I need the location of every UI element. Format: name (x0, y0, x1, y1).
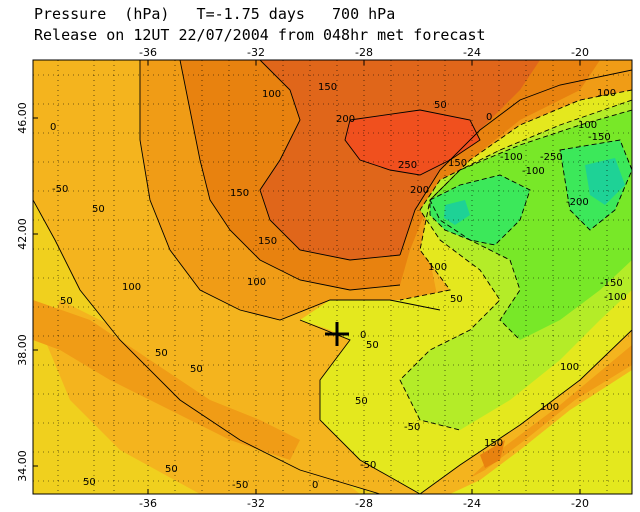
contour-label: 100 (578, 120, 597, 131)
contour-label: 100 (428, 262, 447, 273)
contour-label: 100 (262, 89, 281, 100)
contour-label: 100 (597, 88, 616, 99)
contour-label: 150 (258, 236, 277, 247)
contour-label: -50 (404, 422, 420, 433)
field-band-p100-west (33, 300, 300, 460)
lon-tick-label: -24 (463, 497, 481, 510)
contour-label: 150 (484, 438, 503, 449)
lon-tick-label: -32 (247, 46, 265, 59)
contour-p50-west (33, 199, 381, 494)
contour-p0 (299, 319, 421, 494)
contour-label: 50 (155, 348, 168, 359)
contour-label: 100 (560, 362, 579, 373)
contour-label: -150 (588, 132, 611, 143)
contour-p200 (259, 60, 401, 261)
contour-front (399, 69, 632, 256)
contour-label: 0 (312, 480, 318, 491)
contour-label: 50 (92, 204, 105, 215)
contour-label: 100 (247, 277, 266, 288)
contour-label: -200 (566, 197, 589, 208)
contour-label: 150 (230, 188, 249, 199)
contour-labels: 100 150 200 250 150 150 100 100 0 -50 50… (50, 82, 627, 491)
contour-p100 (139, 60, 441, 321)
contour-label: -250 (540, 152, 563, 163)
lon-tick-label: -36 (139, 497, 157, 510)
lat-tick-label: 42.00 (16, 218, 29, 250)
contour-label: 50 (434, 100, 447, 111)
contour-label: 250 (398, 160, 417, 171)
lat-tick-label: 38.00 (16, 334, 29, 366)
contour-ridge (419, 329, 632, 494)
axis-ticks (33, 60, 581, 494)
lon-tick-label: -24 (463, 46, 481, 59)
lon-labels-bottom: -36 -32 -28 -24 -20 (139, 497, 589, 510)
contour-label: 100 (122, 282, 141, 293)
contour-label: -100 (604, 292, 627, 303)
field-band-p250 (345, 110, 480, 175)
contour-m100 (399, 99, 632, 431)
contour-label: 50 (60, 296, 73, 307)
field-band-m250 (585, 158, 625, 205)
lat-tick-label: 34.00 (16, 450, 29, 482)
contour-label: 0 (360, 330, 366, 341)
contour-label: -50 (360, 460, 376, 471)
contour-m150 (429, 109, 632, 341)
lon-tick-label: -20 (571, 497, 589, 510)
plot-title-line1: Pressure (hPa) T=-1.75 days 700 hPa (34, 5, 396, 23)
contour-label: 200 (410, 185, 429, 196)
field-band-ridge-p100 (470, 345, 632, 478)
pressure-field: 100 150 200 250 150 150 100 100 0 -50 50… (33, 60, 632, 494)
lon-tick-label: -32 (247, 497, 265, 510)
contour-label: 50 (355, 396, 368, 407)
lon-labels-top: -36 -32 -28 -24 -20 (139, 46, 589, 59)
contour-label: 50 (83, 477, 96, 488)
negative-contours (399, 89, 632, 431)
contour-label: 0 (486, 112, 492, 123)
lon-tick-label: -36 (139, 46, 157, 59)
release-marker (325, 322, 349, 346)
lon-tick-label: -28 (355, 497, 373, 510)
contour-label: 150 (448, 158, 467, 169)
lat-labels: 46.00 42.00 38.00 34.00 (16, 102, 29, 482)
contour-label: 200 (336, 114, 355, 125)
map-frame (32, 59, 633, 495)
contour-p150 (179, 60, 401, 291)
contour-m50 (399, 89, 632, 301)
contour-label: 50 (165, 464, 178, 475)
lon-tick-label: -28 (355, 46, 373, 59)
contour-label: -100 (500, 152, 523, 163)
contour-label: -150 (600, 278, 623, 289)
contour-m200-east (559, 139, 632, 231)
contour-label: 150 (318, 82, 337, 93)
field-band-ridge-p150 (480, 440, 505, 468)
contour-label: 50 (366, 340, 379, 351)
field-band-m200 (430, 175, 530, 245)
contour-label: 50 (450, 294, 463, 305)
contour-label: -50 (52, 184, 68, 195)
lon-tick-label: -20 (571, 46, 589, 59)
contour-label: 100 (540, 402, 559, 413)
contour-label: 0 (50, 122, 56, 133)
lat-tick-label: 46.00 (16, 102, 29, 134)
plot-title-line2: Release on 12UT 22/07/2004 from 048hr me… (34, 26, 486, 44)
field-band-m250-west (444, 200, 470, 225)
contour-label: -50 (232, 480, 248, 491)
contour-label: 50 (190, 364, 203, 375)
contour-label: -100 (522, 166, 545, 177)
